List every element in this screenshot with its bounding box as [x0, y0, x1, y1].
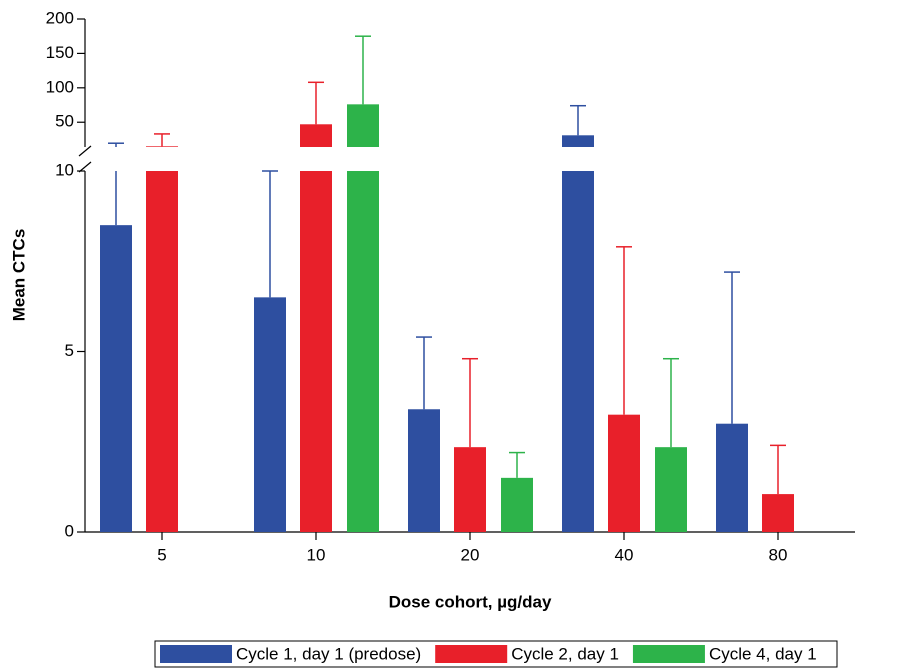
x-tick-label: 10: [307, 545, 326, 564]
x-tick-label: 20: [461, 545, 480, 564]
bar: [608, 414, 640, 532]
legend-swatch: [632, 645, 705, 663]
bar: [454, 447, 486, 532]
bar: [762, 494, 794, 532]
y-tick-label: 100: [46, 77, 74, 96]
x-axis-label: Dose cohort, µg/day: [389, 592, 552, 611]
y-tick-label: 50: [55, 112, 74, 131]
bar: [300, 171, 332, 532]
bar: [146, 146, 178, 147]
legend-label: Cycle 4, day 1: [709, 644, 817, 663]
bar: [501, 477, 533, 532]
bar: [408, 409, 440, 532]
legend-label: Cycle 2, day 1: [511, 644, 619, 663]
axis-break: [78, 145, 92, 157]
legend-label: Cycle 1, day 1 (predose): [236, 644, 421, 663]
y-tick-label: 0: [65, 521, 74, 540]
bar: [100, 225, 132, 532]
axis-break: [78, 161, 92, 173]
bar: [254, 297, 286, 532]
y-tick-label: 200: [46, 8, 74, 27]
x-tick-label: 80: [769, 545, 788, 564]
y-tick-label: 5: [65, 341, 74, 360]
bar: [347, 171, 379, 532]
bar: [347, 104, 379, 147]
legend-box: [154, 640, 838, 668]
bar: [562, 171, 594, 532]
bar: [146, 171, 178, 532]
y-tick-label: 10: [55, 160, 74, 179]
y-tick-label: 150: [46, 43, 74, 62]
bar: [562, 135, 594, 147]
y-axis-label: Mean CTCs: [9, 229, 28, 322]
bar: [300, 124, 332, 147]
legend-swatch: [160, 645, 232, 663]
x-tick-label: 5: [157, 545, 166, 564]
x-tick-label: 40: [615, 545, 634, 564]
bar: [716, 423, 748, 532]
bar: [655, 447, 687, 532]
legend-swatch: [435, 645, 508, 663]
